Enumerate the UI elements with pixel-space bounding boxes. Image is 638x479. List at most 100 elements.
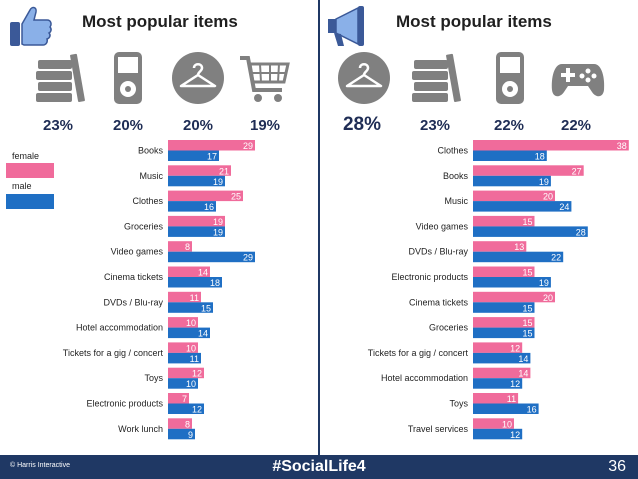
bar-value-label: 16 (527, 405, 537, 415)
bar-value-label: 14 (518, 354, 528, 364)
bar-value-label: 20 (543, 192, 553, 202)
footer-bar: © Harris Interactive #SocialLife4 36 (0, 455, 638, 479)
male-bar (168, 150, 219, 161)
male-bar (168, 226, 225, 237)
male-bar (473, 327, 535, 339)
category-label: Electronic products (86, 399, 163, 409)
category-label: Toys (144, 373, 163, 383)
legend-female-label: female (12, 151, 40, 161)
bar-value-label: 12 (510, 343, 520, 353)
category-label: Cinema tickets (409, 297, 469, 307)
legend-male-swatch (6, 194, 54, 209)
category-label: Toys (449, 399, 468, 409)
female-bar (168, 393, 189, 404)
bar-value-label: 24 (559, 202, 569, 212)
bar-value-label: 15 (522, 268, 532, 278)
female-bar (168, 266, 210, 277)
bar-value-label: 10 (186, 379, 196, 389)
bar-value-label: 14 (518, 369, 528, 379)
female-bar (168, 367, 204, 379)
female-bar (473, 215, 535, 227)
pct-music: 22% (493, 117, 525, 134)
books-icon (36, 53, 85, 102)
female-bar (168, 418, 192, 429)
female-bar (168, 190, 243, 202)
male-bar (473, 201, 572, 212)
pct-books: 23% (42, 117, 74, 134)
right-panel: Most popular items (322, 0, 638, 455)
male-bar (168, 201, 216, 212)
male-bar (473, 378, 523, 389)
female-bar (473, 317, 535, 328)
category-label: Books (443, 171, 469, 181)
male-bar (168, 352, 201, 364)
bar-value-label: 12 (192, 405, 202, 415)
female-bar (473, 393, 519, 404)
category-label: Electronic products (391, 272, 468, 282)
bar-value-label: 28 (576, 227, 586, 237)
male-bar (168, 302, 213, 313)
bar-value-label: 14 (198, 329, 208, 339)
music-player-icon (114, 52, 142, 104)
pct-books: 23% (419, 117, 451, 134)
right-icon-row (322, 48, 638, 108)
female-bar (473, 342, 523, 353)
male-bar (168, 428, 195, 440)
female-bar (168, 291, 201, 303)
bar-value-label: 20 (543, 293, 553, 303)
left-title: Most popular items (82, 12, 238, 31)
page-number: 36 (608, 458, 626, 475)
male-bar (473, 403, 539, 414)
category-label: Music (139, 171, 163, 181)
category-label: Clothes (437, 146, 468, 156)
female-bar (168, 140, 255, 151)
bar-value-label: 10 (502, 419, 512, 429)
thumbs-up-icon (10, 6, 52, 46)
category-label: Work lunch (118, 424, 163, 434)
category-label: Tickets for a gig / concert (368, 348, 469, 358)
legend-male-label: male (12, 181, 32, 191)
female-bar (473, 367, 531, 379)
bar-value-label: 9 (188, 430, 193, 440)
music-player-icon (496, 52, 524, 104)
category-label: Groceries (124, 221, 164, 231)
pct-clothes: 20% (182, 117, 214, 134)
female-bar (473, 418, 514, 429)
female-bar (473, 190, 555, 202)
female-bar (473, 140, 629, 151)
bar-value-label: 16 (204, 202, 214, 212)
male-bar (473, 150, 547, 161)
female-bar (473, 241, 527, 252)
male-bar (473, 302, 535, 313)
category-label: Books (138, 146, 164, 156)
bar-value-label: 15 (522, 217, 532, 227)
bar-value-label: 15 (522, 318, 532, 328)
pct-music: 20% (112, 117, 144, 134)
female-bar (473, 165, 584, 176)
category-label: Clothes (132, 196, 163, 206)
category-label: DVDs / Blu-ray (408, 247, 468, 257)
male-bar (473, 175, 551, 187)
category-label: Travel services (408, 424, 469, 434)
bar-value-label: 19 (539, 177, 549, 187)
female-bar (168, 317, 198, 328)
category-label: Hotel accommodation (381, 373, 468, 383)
bar-value-label: 10 (186, 343, 196, 353)
legend: female male (6, 147, 56, 209)
category-label: Video games (416, 221, 469, 231)
pct-video-games: 22% (560, 117, 592, 134)
bar-value-label: 19 (213, 227, 223, 237)
male-bar (168, 251, 255, 263)
bar-value-label: 15 (522, 329, 532, 339)
male-bar (473, 428, 523, 440)
bar-value-label: 21 (219, 166, 229, 176)
bar-value-label: 14 (198, 268, 208, 278)
megaphone-icon (328, 6, 364, 46)
bar-value-label: 11 (507, 394, 516, 404)
bar-value-label: 19 (213, 177, 223, 187)
bar-value-label: 25 (231, 192, 241, 202)
bar-value-label: 17 (207, 152, 217, 162)
panel-divider (318, 0, 320, 455)
bar-value-label: 13 (514, 242, 524, 252)
bar-value-label: 18 (535, 152, 545, 162)
